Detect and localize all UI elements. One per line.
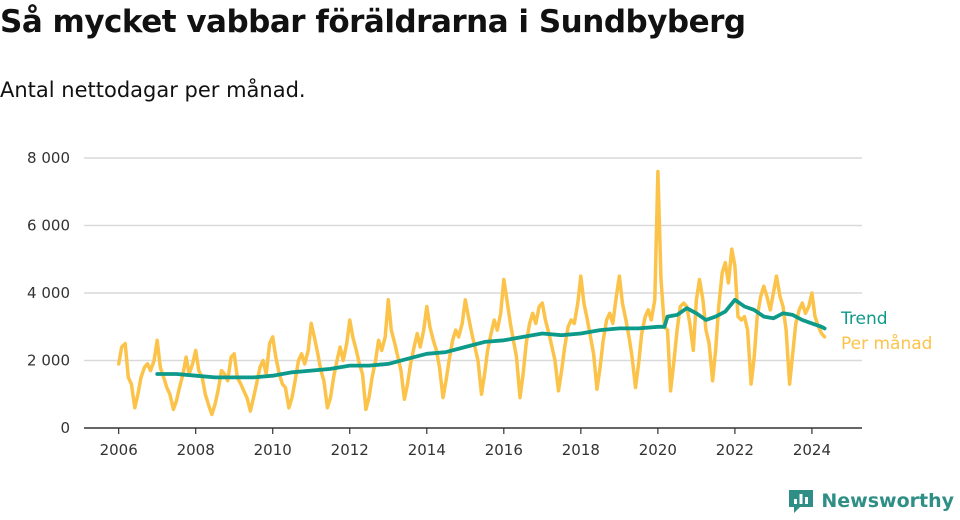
x-tick-label: 2008 [177, 441, 215, 459]
chart-subtitle: Antal nettodagar per månad. [0, 78, 306, 102]
series-line-per-manad [116, 169, 827, 417]
newsworthy-logo-icon [789, 490, 814, 513]
y-tick-label: 2 000 [27, 352, 70, 370]
series-label-trend: Trend [840, 309, 888, 329]
y-tick-label: 8 000 [27, 149, 70, 167]
x-tick-label: 2016 [485, 441, 523, 459]
x-tick-label: 2012 [331, 441, 369, 459]
series-label-per-manad: Per månad [841, 333, 932, 354]
x-tick-label: 2024 [793, 441, 831, 459]
newsworthy-logo: Newsworthy [787, 488, 954, 514]
y-tick-label: 6 000 [27, 217, 70, 235]
brand-name: Newsworthy [821, 490, 954, 512]
x-tick-label: 2006 [100, 441, 138, 459]
x-tick-label: 2022 [716, 441, 754, 459]
x-tick-label: 2020 [639, 441, 677, 459]
x-tick-label: 2018 [562, 441, 600, 459]
series-lines [116, 169, 827, 417]
y-tick-label: 0 [60, 419, 70, 437]
series-line-trend [155, 297, 827, 380]
x-tick-label: 2010 [254, 441, 292, 459]
gridlines [84, 157, 862, 362]
chart-title: Så mycket vabbar föräldrarna i Sundbyber… [0, 4, 746, 40]
x-tick-label: 2014 [408, 441, 446, 459]
y-axis-ticks: 0 2 000 4 000 6 000 8 000 [27, 149, 70, 437]
y-tick-label: 4 000 [27, 284, 70, 302]
x-axis-ticks: 2006 2008 2010 2012 2014 2016 2018 2020 2022 2024 [100, 428, 831, 459]
